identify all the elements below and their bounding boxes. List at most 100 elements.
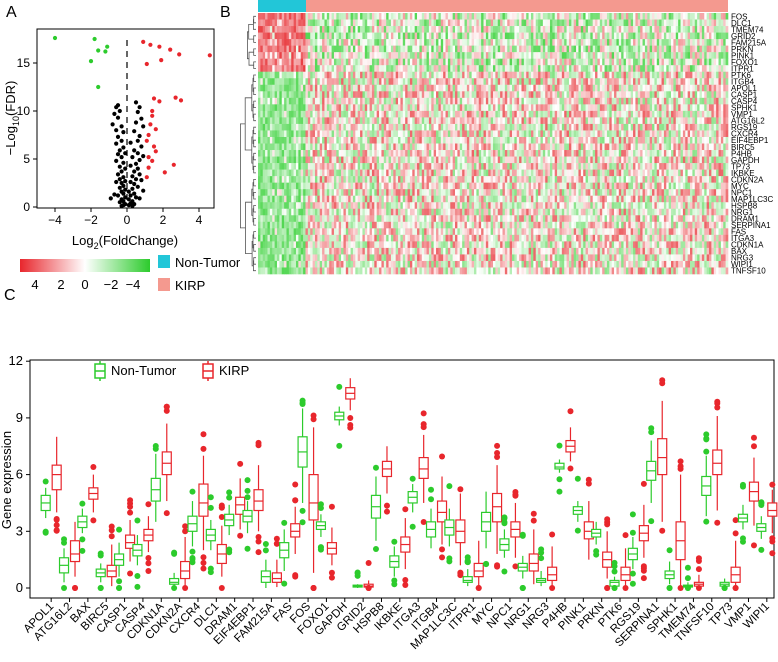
heatmap-cell xyxy=(476,104,480,112)
heatmap-cell xyxy=(291,58,294,66)
heatmap-cell xyxy=(319,84,323,92)
heatmap-cell xyxy=(490,45,494,53)
heatmap-cell xyxy=(590,91,593,99)
heatmap-cell xyxy=(585,65,589,73)
heatmap-cell xyxy=(666,19,669,27)
heatmap-cell xyxy=(618,84,622,92)
heatmap-cell xyxy=(554,91,558,99)
heatmap-cell xyxy=(625,32,629,40)
heatmap-cell xyxy=(405,110,408,118)
volcano-point xyxy=(137,157,142,163)
heatmap-cell xyxy=(443,104,446,112)
heatmap-cell xyxy=(568,91,572,99)
heatmap-cell xyxy=(269,32,273,40)
heatmap-cell xyxy=(697,163,700,170)
heatmap-cell xyxy=(578,13,582,20)
heatmap-cell xyxy=(295,117,299,125)
heatmap-cell xyxy=(405,136,408,144)
heatmap-row xyxy=(258,39,729,46)
heatmap-cell xyxy=(628,13,631,20)
heatmap-cell xyxy=(390,117,394,125)
heatmap-cell xyxy=(706,52,710,59)
heatmap-cell xyxy=(652,130,655,138)
heatmap-cell xyxy=(642,163,646,170)
heatmap-cell xyxy=(533,97,537,105)
heatmap-cell xyxy=(573,58,577,66)
heatmap-cell xyxy=(590,32,593,40)
heatmap-cell xyxy=(445,19,449,27)
heatmap-cell xyxy=(338,104,342,112)
heatmap-cell xyxy=(668,123,672,131)
heatmap-cell xyxy=(258,19,261,27)
heatmap-cell xyxy=(564,163,567,170)
heatmap-cell xyxy=(547,91,551,99)
heatmap-cell xyxy=(393,84,396,92)
heatmap-cell xyxy=(485,91,489,99)
heatmap-cell xyxy=(393,39,396,46)
heatmap-cell xyxy=(687,78,691,86)
heatmap-cell xyxy=(367,65,370,73)
heatmap-cell xyxy=(618,65,622,73)
heatmap-cell xyxy=(647,110,650,118)
heatmap-cell xyxy=(694,143,698,151)
heatmap-cell xyxy=(690,117,693,125)
volcano-point xyxy=(121,145,126,150)
heatmap-cell xyxy=(481,26,484,33)
heatmap-cell xyxy=(445,150,449,157)
heatmap-cell xyxy=(502,143,506,151)
heatmap-cell xyxy=(398,169,401,177)
heatmap-cell xyxy=(490,78,494,86)
heatmap-cell xyxy=(258,143,261,151)
heatmap-cell xyxy=(644,150,648,157)
heatmap-cell xyxy=(597,84,601,92)
heatmap-cell xyxy=(713,130,717,138)
volcano-point xyxy=(130,174,135,179)
heatmap-cell xyxy=(533,117,537,125)
heatmap-cell xyxy=(478,130,482,138)
heatmap-cell xyxy=(371,123,375,131)
heatmap-cell xyxy=(381,52,385,59)
heatmap-cell xyxy=(421,104,425,112)
heatmap-cell xyxy=(447,156,451,164)
heatmap-cell xyxy=(447,163,451,170)
volcano-point xyxy=(110,122,115,127)
heatmap-cell xyxy=(322,156,325,164)
heatmap-cell xyxy=(606,45,610,53)
heatmap-cell xyxy=(623,104,627,112)
heatmap-cell xyxy=(511,65,515,73)
heatmap-cell xyxy=(618,91,622,99)
heatmap-cell xyxy=(590,163,593,170)
heatmap-cell xyxy=(471,156,475,164)
heatmap-cell xyxy=(507,123,510,131)
heatmap-cell xyxy=(471,117,475,125)
heatmap-cell xyxy=(388,97,392,105)
heatmap-cell xyxy=(483,52,487,59)
heatmap-cell xyxy=(476,52,480,59)
heatmap-cell xyxy=(635,143,639,151)
heatmap-cell xyxy=(331,13,335,20)
heatmap-cell xyxy=(379,91,382,99)
heatmap-cell xyxy=(440,32,444,40)
heatmap-cell xyxy=(568,110,572,118)
heatmap-cell xyxy=(675,58,679,66)
heatmap-cell xyxy=(709,143,712,151)
heatmap-cell xyxy=(590,13,593,20)
heatmap-cell xyxy=(504,65,508,73)
heatmap-cell xyxy=(258,169,261,177)
heatmap-cell xyxy=(488,91,491,99)
heatmap-cell xyxy=(514,13,518,20)
heatmap-cell xyxy=(440,130,444,138)
heatmap-cell xyxy=(680,91,684,99)
heatmap-cell xyxy=(678,136,681,144)
heatmap-cell xyxy=(606,130,610,138)
heatmap-cell xyxy=(379,52,382,59)
heatmap-cell xyxy=(628,150,631,157)
heatmap-cell xyxy=(312,84,316,92)
heatmap-cell xyxy=(606,91,610,99)
heatmap-cell xyxy=(573,13,577,20)
heatmap-cell xyxy=(647,91,650,99)
heatmap-cell xyxy=(709,13,712,20)
heatmap-cell xyxy=(450,32,453,40)
heatmap-cell xyxy=(523,117,527,125)
heatmap-cell xyxy=(383,71,387,79)
